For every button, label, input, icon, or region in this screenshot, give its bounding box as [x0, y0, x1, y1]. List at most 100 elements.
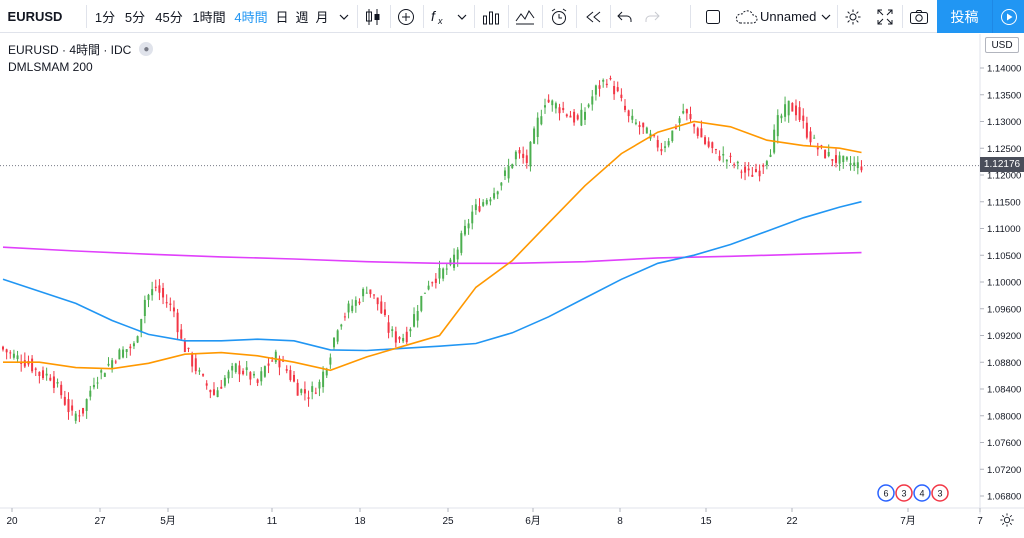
candle-body	[842, 155, 845, 162]
candle-body	[322, 371, 325, 388]
candle-body	[212, 389, 215, 395]
candle-body	[689, 114, 692, 120]
candle-body	[609, 78, 612, 80]
candle-body	[729, 155, 732, 157]
candle-body	[536, 117, 539, 138]
candle-body	[2, 346, 4, 350]
last-price-tag: 1.12176	[980, 157, 1024, 172]
cloud-icon[interactable]	[732, 0, 760, 33]
candle-body	[511, 164, 514, 169]
candle-body	[300, 389, 303, 393]
candles-icon[interactable]	[360, 0, 386, 33]
candle-body	[274, 351, 277, 362]
layout-name[interactable]: Unnamed	[760, 9, 817, 24]
candle-body	[234, 363, 237, 373]
toolbar-divider	[542, 5, 543, 28]
bar-chart-icon[interactable]	[478, 0, 504, 33]
candle-body	[74, 413, 77, 421]
candle-body	[325, 368, 328, 376]
interval-5m[interactable]: 5分	[124, 10, 146, 25]
add-indicator-icon[interactable]	[393, 0, 419, 33]
candle-body	[38, 371, 41, 377]
badge-label: 4	[919, 489, 924, 499]
candle-body	[522, 153, 525, 158]
candle-body	[824, 149, 827, 159]
candle-body	[660, 149, 663, 152]
candle-body	[820, 145, 823, 147]
y-tick-label: 1.07600	[987, 438, 1021, 449]
candle-body	[333, 337, 336, 348]
camera-icon[interactable]	[905, 0, 933, 33]
candle-body	[85, 399, 88, 411]
gear-icon[interactable]	[840, 0, 866, 33]
price-axis	[980, 34, 1024, 533]
candle-body	[634, 122, 637, 124]
candle-body	[442, 268, 445, 279]
chart-area[interactable]: 1.14000 1.13500 1.13000 1.12500 1.12000 1.115…	[0, 34, 1024, 533]
symbol-search[interactable]: EURUSD	[7, 9, 63, 24]
redo-icon[interactable]	[640, 0, 664, 33]
candle-body	[416, 310, 419, 321]
candle-body	[303, 389, 306, 394]
candle-body	[540, 116, 543, 125]
interval-1h[interactable]: 1時間	[192, 10, 226, 25]
alarm-icon[interactable]	[546, 0, 572, 33]
candle-body	[278, 358, 281, 368]
sma-long-line	[2, 246, 862, 265]
play-button[interactable]	[992, 0, 1024, 33]
replay-icon[interactable]	[580, 0, 606, 33]
candle-body	[307, 397, 310, 399]
candle-body	[191, 353, 194, 367]
candle-body	[107, 363, 110, 366]
candle-body	[405, 331, 408, 343]
interval-day[interactable]: 日	[275, 10, 289, 25]
interval-45m[interactable]: 45分	[155, 10, 183, 25]
interval-month[interactable]: 月	[315, 10, 329, 25]
y-tick-label: 1.13500	[987, 90, 1021, 101]
undo-icon[interactable]	[613, 0, 637, 33]
candle-body	[751, 174, 754, 177]
candle-body	[525, 155, 528, 164]
price-chart[interactable]: 1.14000 1.13500 1.13000 1.12500 1.12000 1.115…	[0, 34, 1024, 533]
candle-body	[336, 330, 339, 342]
y-tick-label: 1.08000	[987, 411, 1021, 422]
interval-week[interactable]: 週	[295, 10, 309, 25]
fullscreen-icon[interactable]	[872, 0, 898, 33]
y-tick-label: 1.13000	[987, 117, 1021, 128]
candle-body	[423, 292, 426, 294]
candle-body	[678, 118, 681, 123]
eye-icon[interactable]: ●	[139, 42, 154, 56]
candle-body	[82, 407, 85, 414]
candle-body	[744, 166, 747, 173]
candle-body	[471, 211, 474, 224]
candle-body	[514, 151, 517, 160]
compare-icon[interactable]	[512, 0, 538, 33]
badge-circle	[931, 484, 949, 502]
candle-body	[311, 386, 314, 392]
candle-body	[205, 383, 208, 386]
interval-1m[interactable]: 1分	[94, 10, 116, 25]
candle-body	[787, 100, 790, 116]
interval-4h[interactable]: 4時間	[234, 10, 268, 25]
layout-icon[interactable]	[700, 0, 726, 33]
currency-label[interactable]: USD	[985, 37, 1019, 53]
candle-body	[853, 162, 856, 166]
chevron-down-icon[interactable]	[818, 0, 834, 33]
candle-body	[169, 303, 172, 305]
candle-body	[711, 142, 714, 149]
chevron-down-icon[interactable]	[454, 0, 470, 33]
publish-button[interactable]: 投稿	[937, 0, 992, 33]
candle-body	[63, 396, 66, 405]
candle-body	[765, 161, 768, 166]
candle-body	[271, 360, 274, 362]
candle-body	[129, 346, 132, 349]
candle-body	[776, 115, 779, 137]
candle-body	[696, 128, 699, 136]
chevron-down-icon[interactable]	[336, 0, 352, 33]
candle-body	[202, 374, 205, 376]
candle-body	[620, 94, 623, 99]
toolbar-divider	[390, 5, 391, 28]
candle-body	[693, 124, 696, 127]
gear-icon[interactable]	[995, 510, 1019, 530]
